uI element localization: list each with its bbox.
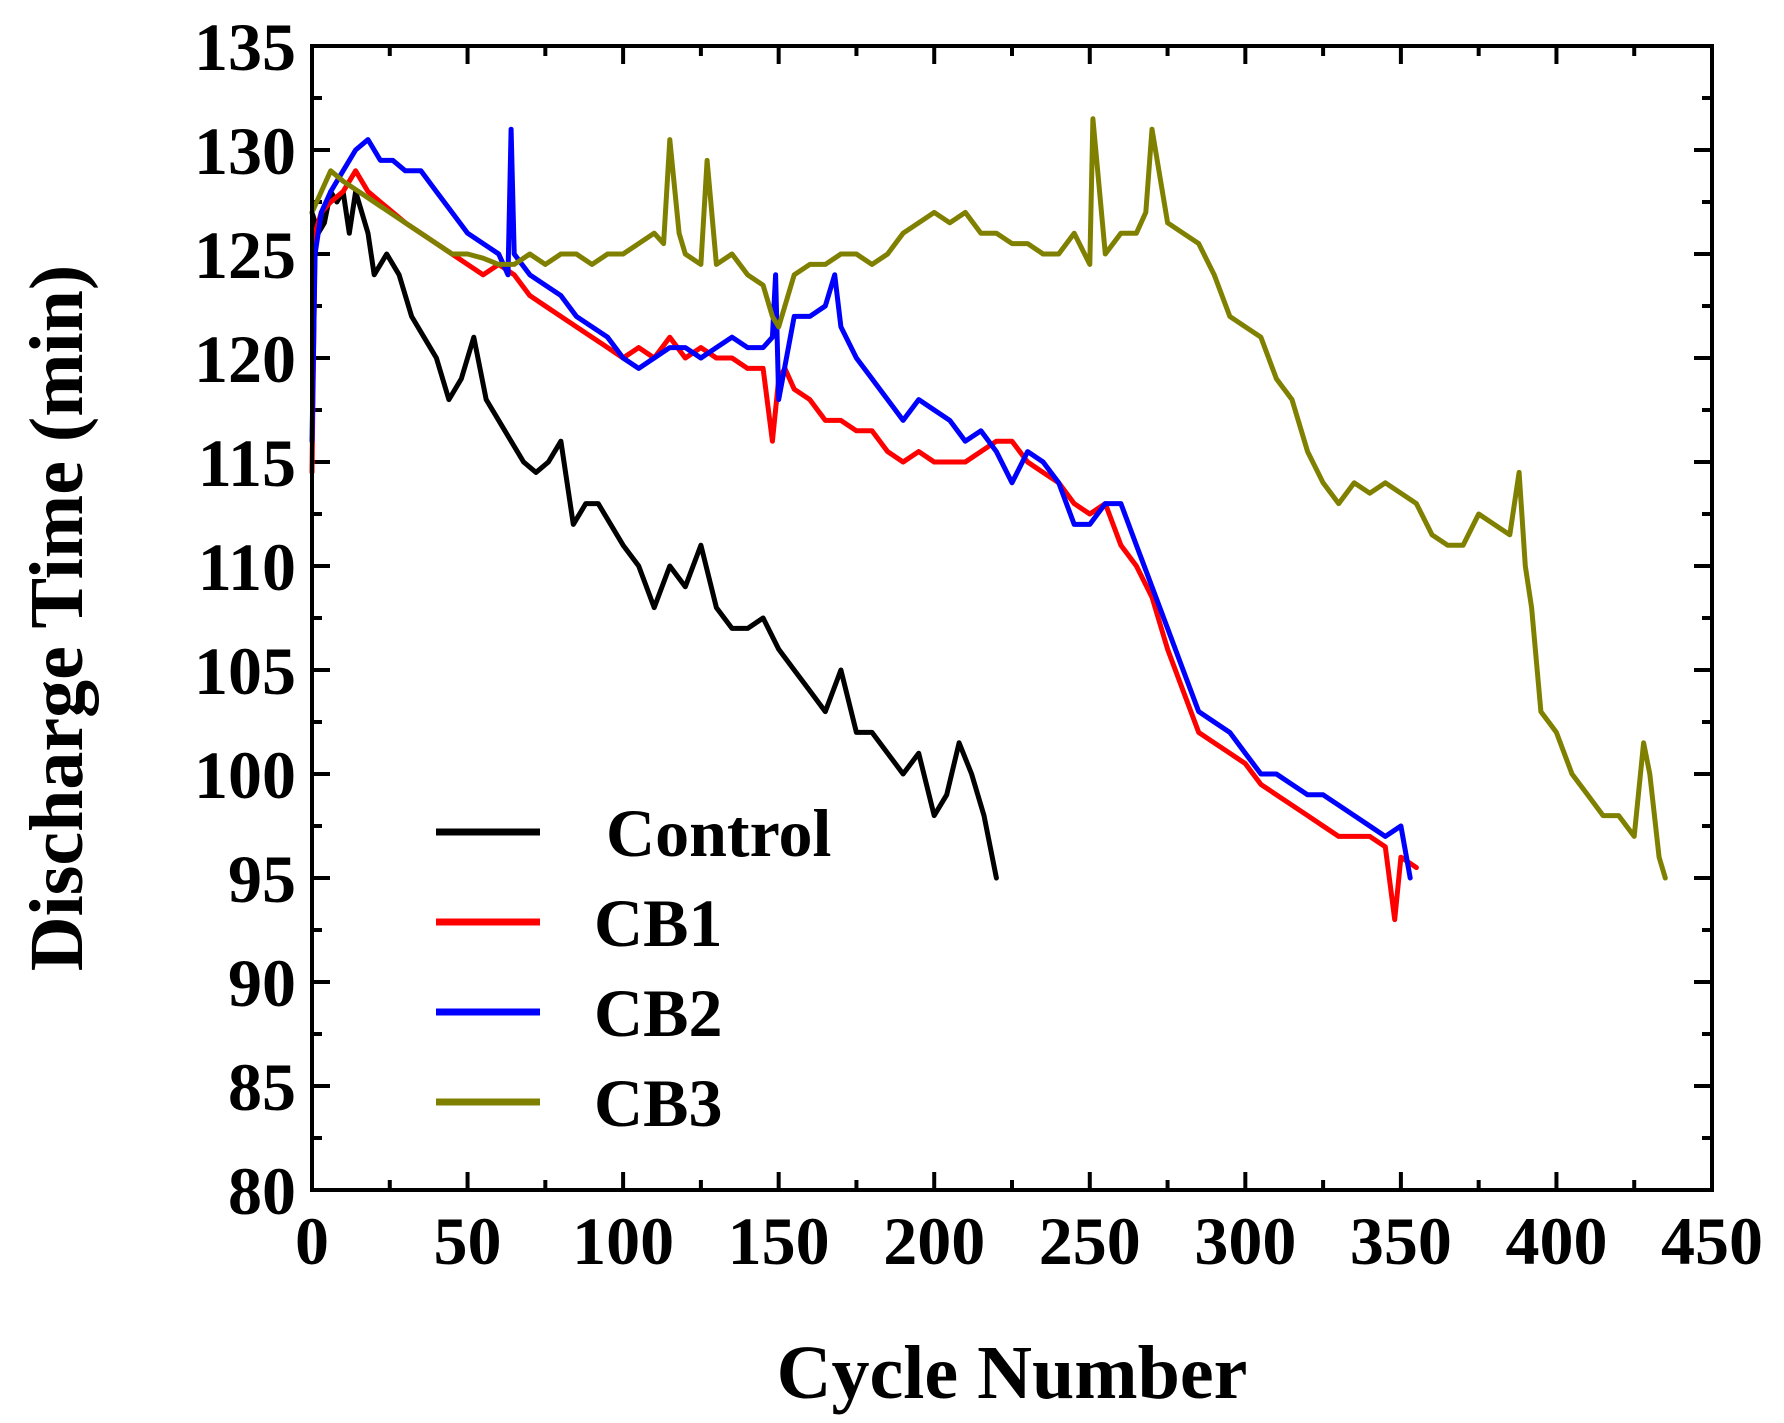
x-axis-title: Cycle Number [777, 1331, 1248, 1415]
legend-label-cb3: CB3 [594, 1065, 722, 1141]
y-tick-label: 95 [228, 841, 296, 917]
plot-area-series [309, 116, 1668, 923]
y-tick-label: 105 [194, 633, 296, 709]
y-tick-label: 80 [228, 1153, 296, 1229]
y-tick-label: 115 [198, 425, 296, 501]
legend-label-cb2: CB2 [594, 975, 722, 1051]
x-tick-label: 150 [728, 1203, 830, 1279]
x-axis-tick-labels: 0 50 100 150 200 250 300 350 400 450 [295, 1203, 1763, 1279]
series-line-control [309, 189, 999, 881]
y-tick-label: 135 [194, 9, 296, 85]
legend: Control CB1 CB2 CB3 [436, 795, 831, 1141]
x-tick-label: 400 [1505, 1203, 1607, 1279]
y-axis-tick-labels: 80 85 90 95 100 105 110 115 120 125 130 135 [194, 9, 296, 1229]
series-line-cb2 [309, 126, 1413, 881]
y-tick-label: 120 [194, 321, 296, 397]
y-tick-label: 110 [198, 529, 296, 605]
x-tick-label: 50 [434, 1203, 502, 1279]
y-axis-title: Discharge Time (min) [15, 265, 99, 971]
x-tick-label: 0 [295, 1203, 329, 1279]
plot-area-frame [310, 44, 1714, 1192]
x-tick-label: 350 [1350, 1203, 1452, 1279]
x-tick-label: 250 [1039, 1203, 1141, 1279]
x-tick-label: 300 [1194, 1203, 1296, 1279]
x-tick-label: 450 [1661, 1203, 1763, 1279]
series-line-cb3 [309, 116, 1668, 881]
x-tick-label: 200 [883, 1203, 985, 1279]
y-tick-label: 90 [228, 945, 296, 1021]
legend-label-cb1: CB1 [594, 885, 722, 961]
y-tick-label: 85 [228, 1049, 296, 1125]
x-tick-label: 100 [572, 1203, 674, 1279]
y-tick-label: 130 [194, 113, 296, 189]
legend-label-control: Control [606, 795, 831, 871]
y-tick-label: 125 [194, 217, 296, 293]
y-tick-label: 100 [194, 737, 296, 813]
series-line-cb1 [309, 168, 1419, 923]
